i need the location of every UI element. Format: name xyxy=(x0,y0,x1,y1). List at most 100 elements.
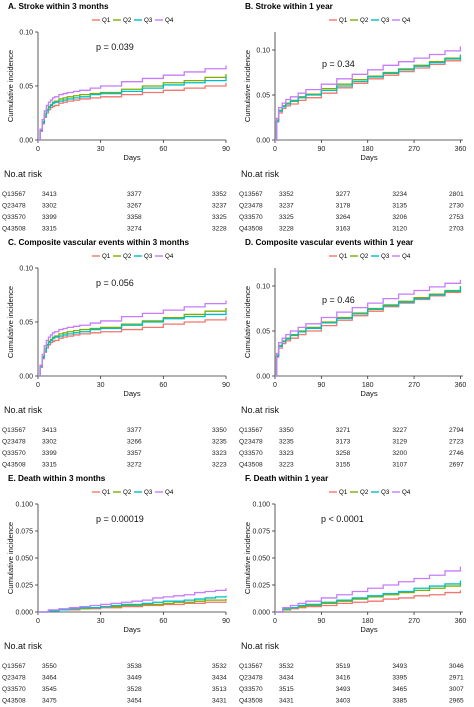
risk-cell: 3413 xyxy=(42,191,57,198)
risk-row-label: Q2 xyxy=(2,203,11,210)
panel-death-1-year: F. Death within 1 year Q1 Q2 Q3 Q4 0.000 0.025… xyxy=(237,472,474,707)
risk-cell: 3395 xyxy=(392,675,407,682)
risk-row-label: Q2 xyxy=(2,439,11,446)
chart-svg: F. Death within 1 year Q1 Q2 Q3 Q4 0.000 0.025… xyxy=(239,474,466,705)
risk-row-label: Q4 xyxy=(2,698,11,705)
x-tick-label: 30 xyxy=(97,382,105,389)
x-axis-label: Days xyxy=(360,625,378,634)
risk-cell: 3350 xyxy=(212,427,227,434)
risk-cell: 3235 xyxy=(279,439,294,446)
x-tick-label: 360 xyxy=(455,146,467,153)
risk-cell: 3358 xyxy=(127,214,142,221)
risk-cell: 3120 xyxy=(392,226,407,233)
risk-cell: 3478 xyxy=(248,675,263,682)
risk-cell: 2697 xyxy=(449,462,464,469)
chart-title: D. Composite vascular events within 1 ye… xyxy=(245,238,414,247)
x-tick-label: 270 xyxy=(408,146,420,153)
risk-cell: 3237 xyxy=(212,203,227,210)
risk-cell: 3403 xyxy=(336,698,351,705)
risk-cell: 3315 xyxy=(42,226,57,233)
risk-cell: 3228 xyxy=(279,226,294,233)
risk-row-label: Q1 xyxy=(239,663,248,670)
risk-cell: 3258 xyxy=(336,450,351,457)
y-tick-label: 0.025 xyxy=(15,582,33,589)
risk-cell: 3352 xyxy=(212,191,227,198)
panel-death-3-months: E. Death within 3 months Q1 Q2 Q3 Q4 0.000 0.0… xyxy=(0,472,237,707)
risk-cell: 3475 xyxy=(42,698,57,705)
risk-cell: 3325 xyxy=(279,214,294,221)
series-line-q4 xyxy=(38,588,227,613)
risk-cell: 3478 xyxy=(11,203,26,210)
legend-label-q2: Q2 xyxy=(123,489,132,496)
risk-table-title: No.at risk xyxy=(241,169,280,179)
legend-label-q2: Q2 xyxy=(360,17,369,24)
y-axis-label: Cumulative incidence xyxy=(243,50,252,122)
legend-label-q2: Q2 xyxy=(123,253,132,260)
risk-cell: 3567 xyxy=(11,427,26,434)
y-tick-label: 0.050 xyxy=(252,555,270,562)
x-tick-label: 90 xyxy=(222,618,230,625)
risk-cell: 3570 xyxy=(11,686,26,693)
series-line-q4 xyxy=(275,566,462,613)
risk-cell: 3323 xyxy=(212,450,227,457)
risk-cell: 3431 xyxy=(212,698,227,705)
risk-cell: 2746 xyxy=(449,450,464,457)
chart-svg: C. Composite vascular events within 3 mo… xyxy=(2,238,230,469)
risk-cell: 3178 xyxy=(336,203,351,210)
risk-row-label: Q1 xyxy=(2,427,11,434)
risk-cell: 3107 xyxy=(392,462,407,469)
legend-label-q3: Q3 xyxy=(381,17,390,24)
y-axis-label: Cumulative incidence xyxy=(6,522,15,594)
risk-cell: 3434 xyxy=(279,675,294,682)
risk-table-title: No.at risk xyxy=(4,169,43,179)
risk-cell: 3235 xyxy=(212,439,227,446)
series-line-q4 xyxy=(275,46,462,141)
risk-cell: 2703 xyxy=(449,226,464,233)
y-tick-label: 0.10 xyxy=(256,283,270,290)
legend-label-q3: Q3 xyxy=(144,17,153,24)
legend-label-q4: Q4 xyxy=(402,17,411,24)
risk-cell: 3325 xyxy=(212,214,227,221)
x-tick-label: 270 xyxy=(408,382,420,389)
risk-cell: 3508 xyxy=(11,698,26,705)
risk-cell: 3302 xyxy=(42,439,57,446)
x-axis-label: Days xyxy=(123,625,141,634)
risk-cell: 3228 xyxy=(212,226,227,233)
risk-cell: 3434 xyxy=(212,675,227,682)
risk-cell: 3234 xyxy=(392,191,407,198)
risk-cell: 3266 xyxy=(127,439,142,446)
risk-row-label: Q2 xyxy=(2,675,11,682)
risk-cell: 3508 xyxy=(11,226,26,233)
y-tick-label: 0.100 xyxy=(252,501,270,508)
risk-cell: 3323 xyxy=(279,450,294,457)
legend-label-q1: Q1 xyxy=(339,253,348,260)
legend-label-q4: Q4 xyxy=(165,489,174,496)
y-tick-label: 0.000 xyxy=(15,609,33,616)
risk-row-label: Q3 xyxy=(2,450,11,457)
risk-cell: 3173 xyxy=(336,439,351,446)
risk-table-title: No.at risk xyxy=(241,405,280,415)
risk-cell: 3007 xyxy=(449,686,464,693)
risk-cell: 3567 xyxy=(11,191,26,198)
risk-cell: 2723 xyxy=(449,439,464,446)
panel-stroke-1-year: B. Stroke within 1 year Q1 Q2 Q3 Q4 0.00 0.05 0… xyxy=(237,0,474,235)
x-axis-label: Days xyxy=(360,153,378,162)
risk-row-label: Q1 xyxy=(239,191,248,198)
x-tick-label: 0 xyxy=(273,382,277,389)
risk-cell: 3385 xyxy=(392,698,407,705)
y-tick-label: 0.10 xyxy=(256,47,270,54)
risk-cell: 3046 xyxy=(449,663,464,670)
risk-table-title: No.at risk xyxy=(4,405,43,415)
p-value-annotation: p < 0.0001 xyxy=(321,514,364,524)
risk-cell: 3272 xyxy=(127,462,142,469)
x-tick-label: 180 xyxy=(362,618,374,625)
x-tick-label: 0 xyxy=(36,382,40,389)
y-tick-label: 0.10 xyxy=(19,265,33,272)
series-line-q1 xyxy=(275,590,462,613)
risk-cell: 3508 xyxy=(11,462,26,469)
risk-row-label: Q3 xyxy=(239,450,248,457)
x-tick-label: 0 xyxy=(273,146,277,153)
y-tick-label: 0.05 xyxy=(256,328,270,335)
risk-cell: 3352 xyxy=(279,191,294,198)
risk-cell: 3519 xyxy=(336,663,351,670)
